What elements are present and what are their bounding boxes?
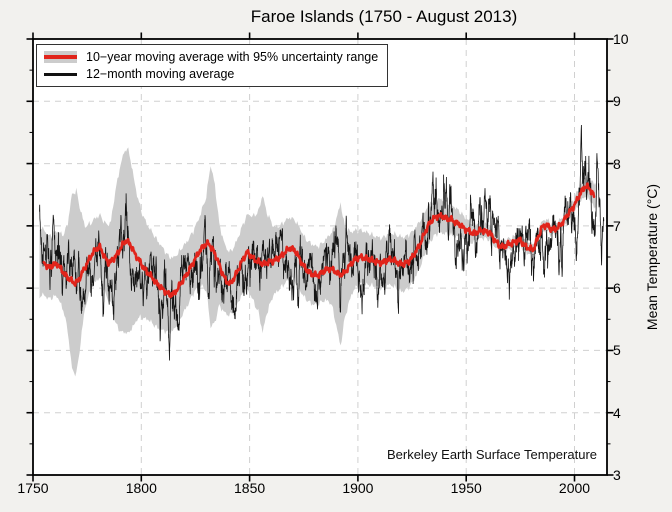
x-tick-label: 1900 — [342, 480, 374, 496]
x-tick-label: 2000 — [558, 480, 591, 496]
y-tick-label: 3 — [613, 467, 621, 483]
y-tick-label: 7 — [613, 217, 621, 234]
red-line-icon — [44, 55, 77, 59]
legend-item-12-month: 12−month moving average — [44, 66, 378, 82]
y-tick-label: 5 — [613, 342, 621, 359]
legend: 10−year moving average with 95% uncertai… — [36, 44, 389, 87]
legend-item-10-year: 10−year moving average with 95% uncertai… — [44, 49, 378, 65]
y-tick-label: 10 — [613, 31, 629, 47]
legend-label-10-year: 10−year moving average with 95% uncertai… — [86, 50, 379, 64]
x-tick-label: 1850 — [234, 480, 266, 496]
y-axis-title: Mean Temperature (°C) — [644, 183, 660, 331]
red-line-gray-band-swatch — [44, 51, 77, 63]
chart-title: Faroe Islands (1750 - August 2013) — [250, 7, 518, 26]
x-tick-label: 1950 — [450, 480, 482, 496]
y-tick-label: 6 — [613, 280, 621, 297]
x-tick-label: 1750 — [17, 480, 49, 496]
x-tick-label: 1800 — [125, 480, 157, 496]
black-line-swatch — [44, 72, 77, 76]
y-tick-label: 4 — [613, 404, 621, 421]
y-tick-label: 9 — [613, 93, 621, 110]
y-tick-label: 8 — [613, 155, 621, 172]
legend-label-12-month: 12−month moving average — [86, 67, 235, 81]
attribution-text: Berkeley Earth Surface Temperature — [386, 447, 597, 462]
